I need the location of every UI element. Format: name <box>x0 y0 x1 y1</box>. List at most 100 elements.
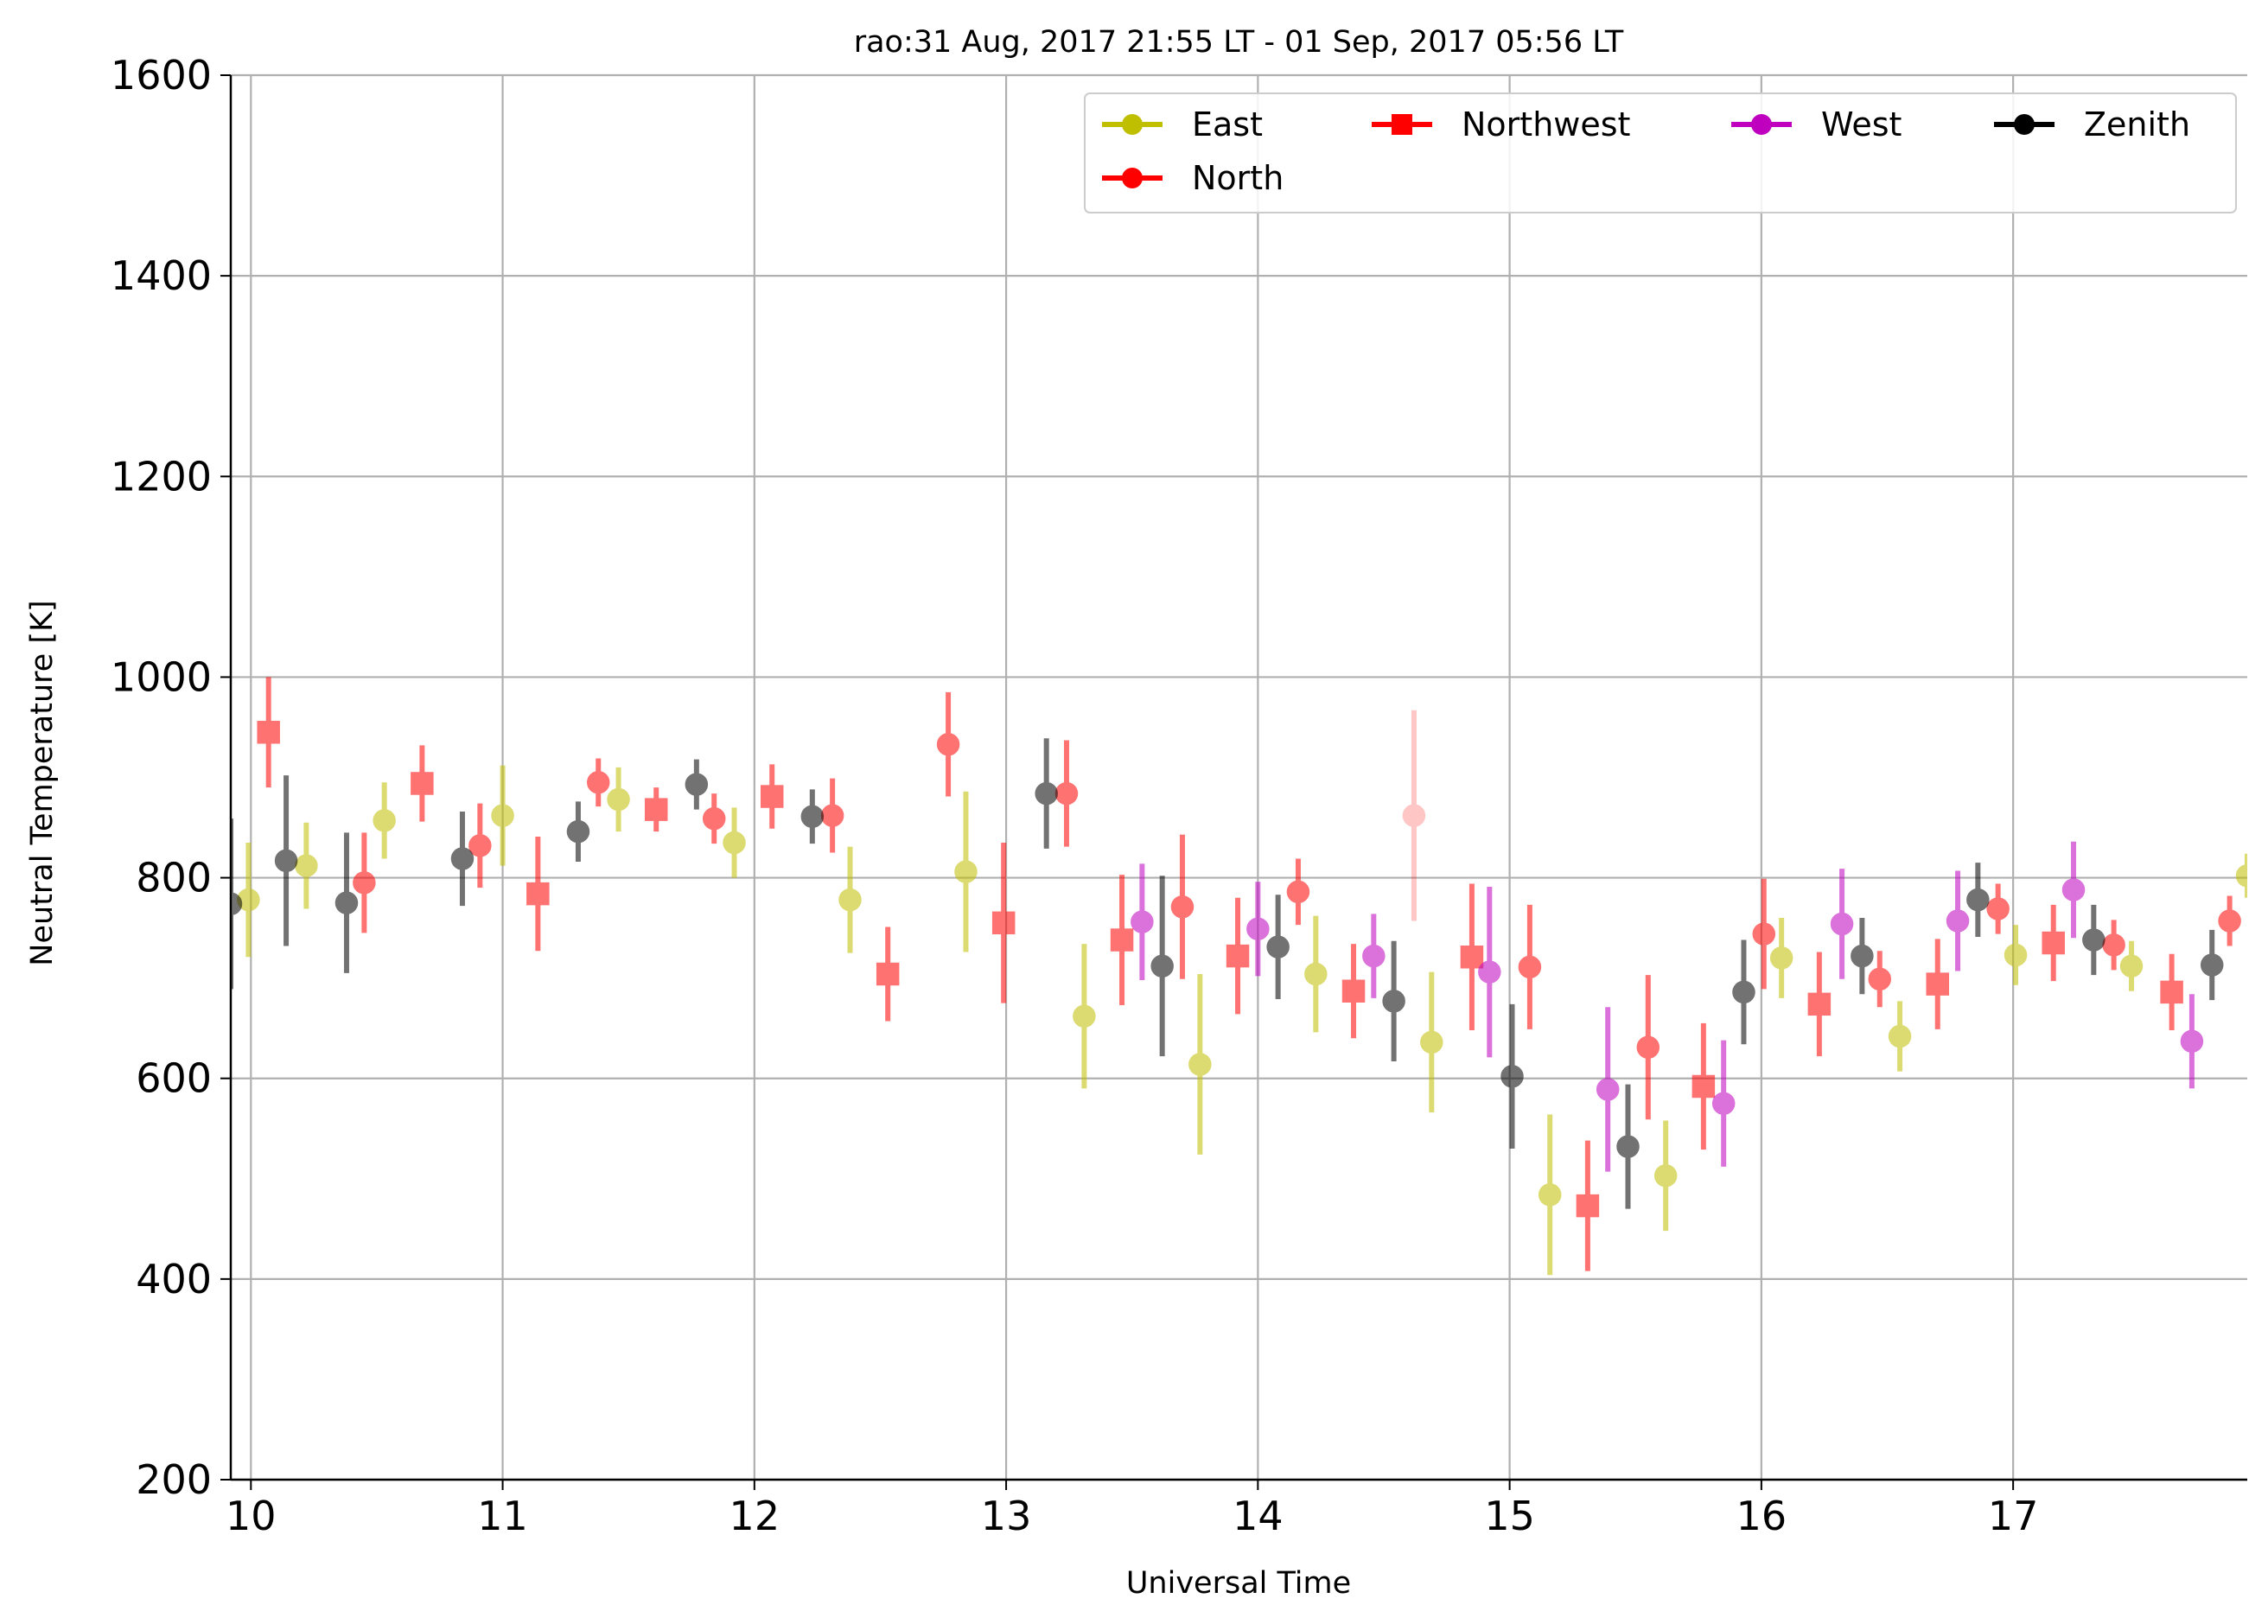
east-point <box>2235 853 2247 898</box>
east-point <box>1888 1001 1912 1072</box>
northwest-point <box>2160 953 2183 1030</box>
north-marker <box>1986 897 2010 920</box>
west-marker <box>1596 1078 1620 1101</box>
northwest-point <box>1691 1022 1716 1150</box>
east-point <box>2119 940 2144 991</box>
y-tick-label: 600 <box>136 1055 212 1102</box>
zenith-marker <box>334 891 359 914</box>
northwest-point <box>1341 944 1366 1039</box>
north-marker <box>1752 922 1776 946</box>
northwest-marker <box>411 772 434 795</box>
legend-item-northwest: Northwest <box>1372 105 1630 143</box>
zenith-marker <box>2200 953 2224 977</box>
x-tick-label: 15 <box>1484 1493 1535 1539</box>
north-point <box>1636 975 1660 1120</box>
northwest-marker <box>1341 979 1366 1003</box>
east-marker <box>1304 962 1328 986</box>
legend-label-zenith: Zenith <box>2084 105 2190 143</box>
north-point <box>1054 740 1079 847</box>
zenith-point <box>2082 904 2106 976</box>
northwest-marker <box>1807 992 1832 1016</box>
zenith-marker <box>1382 990 1405 1013</box>
west-point <box>1711 1040 1736 1167</box>
zenith-point <box>1035 738 1058 849</box>
y-axis-label: Neutral Temperature [K] <box>25 600 60 965</box>
northwest-point <box>1926 939 1949 1029</box>
east-marker <box>1888 1024 1912 1048</box>
north-marker <box>1402 804 1426 827</box>
east-point <box>1188 974 1212 1155</box>
north-marker <box>936 732 960 756</box>
north-point <box>1170 834 1195 979</box>
y-tick-label: 1600 <box>111 52 212 99</box>
y-tick-label: 1000 <box>111 653 212 700</box>
east-marker <box>295 854 318 877</box>
x-axis-label: Universal Time <box>1126 1566 1351 1601</box>
east-point <box>1538 1114 1562 1276</box>
northwest-point <box>1576 1140 1600 1271</box>
north-point <box>1518 904 1542 1029</box>
zenith-marker <box>274 849 298 873</box>
legend-item-west: West <box>1731 105 1902 143</box>
north-point <box>586 758 610 807</box>
northwest-marker <box>644 798 668 821</box>
zenith-point <box>274 775 298 946</box>
east-point <box>373 782 396 859</box>
northwest-marker <box>2042 931 2065 955</box>
zenith-point <box>800 789 825 844</box>
zenith-marker <box>1150 954 1174 978</box>
x-tick-label: 17 <box>1988 1493 2039 1539</box>
x-tick-label: 13 <box>981 1493 1032 1539</box>
zenith-marker <box>1500 1065 1524 1088</box>
north-point <box>1752 878 1776 990</box>
west-marker <box>1478 960 1501 984</box>
northwest-marker <box>257 721 280 744</box>
northwest-point <box>876 927 900 1022</box>
north-marker <box>1286 880 1310 904</box>
zenith-point <box>1382 940 1405 1061</box>
east-marker <box>2235 864 2247 888</box>
legend-item-zenith: Zenith <box>1994 105 2190 143</box>
west-point <box>1946 870 1970 971</box>
east-marker <box>954 860 978 883</box>
east-point <box>1420 971 1443 1113</box>
east-marker <box>607 787 630 812</box>
zenith-point <box>1851 918 1874 995</box>
northwest-marker <box>876 962 900 986</box>
zenith-point <box>1150 876 1174 1057</box>
legend-item-east: East <box>1102 105 1263 143</box>
legend-label-east: East <box>1192 105 1263 143</box>
northwest-marker <box>1460 946 1484 969</box>
north-marker <box>586 771 610 794</box>
zenith-point <box>1266 895 1290 1000</box>
northwest-marker <box>1926 972 1949 996</box>
east-marker <box>1538 1183 1562 1207</box>
northwest-marker <box>760 785 784 808</box>
west-point <box>1596 1007 1620 1172</box>
zenith-marker <box>800 805 825 829</box>
northwest-marker <box>1226 944 1250 968</box>
northwest-point <box>1460 883 1484 1030</box>
north-point <box>936 691 960 797</box>
west-point <box>1830 869 1854 979</box>
northwest-marker <box>991 911 1016 935</box>
northwest-point <box>1226 897 1250 1015</box>
west-point <box>1362 914 1386 998</box>
zenith-marker <box>1732 980 1755 1004</box>
northwest-point <box>1807 952 1832 1057</box>
west-marker <box>1946 909 1970 933</box>
west-point <box>2061 841 2086 939</box>
zenith-point <box>1616 1084 1640 1209</box>
east-point <box>838 846 862 953</box>
west-marker <box>1362 944 1386 968</box>
zenith-marker <box>1266 935 1290 958</box>
west-marker <box>1830 912 1854 936</box>
west-marker <box>2061 878 2086 901</box>
east-point <box>1769 918 1793 998</box>
north-marker <box>2102 933 2125 957</box>
west-point <box>2180 994 2204 1089</box>
east-marker <box>1653 1164 1678 1188</box>
north-point <box>353 832 376 933</box>
zenith-marker <box>2082 928 2106 952</box>
